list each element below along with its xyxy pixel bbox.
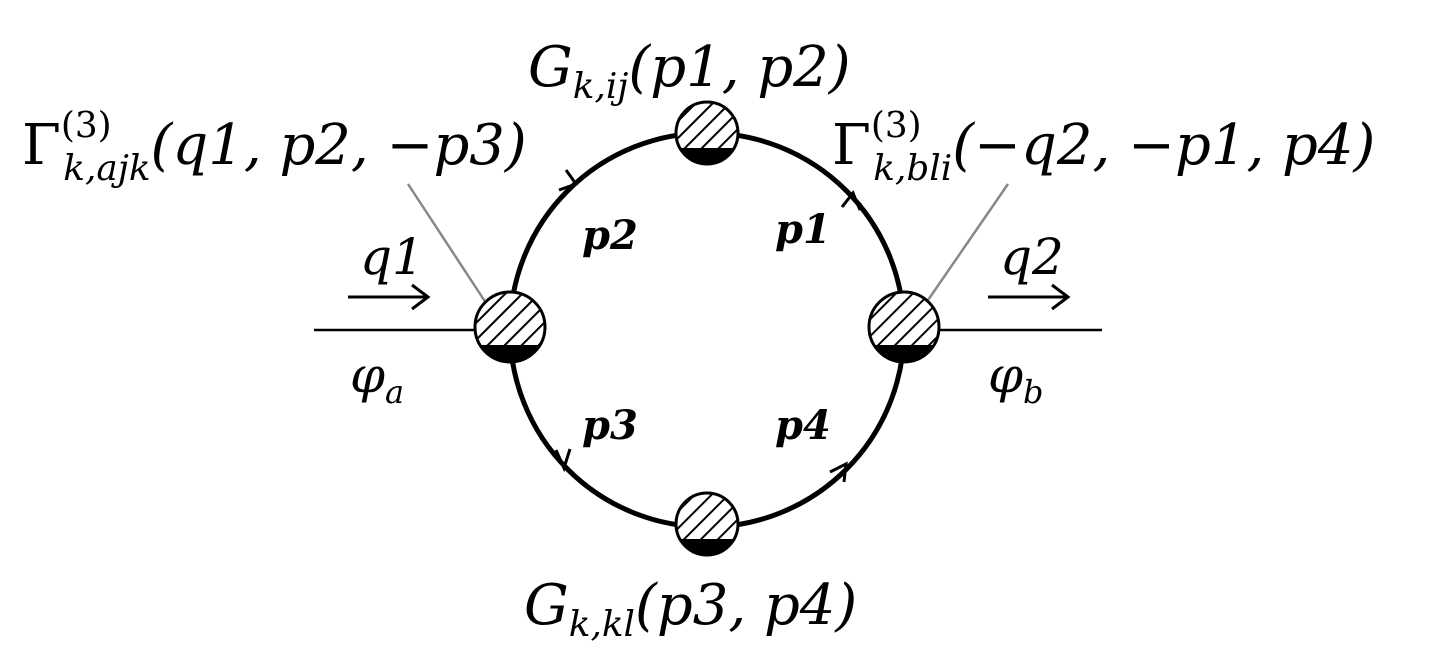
blob-right-vertex — [867, 290, 941, 364]
label-top-propagator: Gk,ij(p1, p2) — [528, 35, 851, 108]
arrow-p2 — [558, 169, 579, 192]
label-p3: p3 — [582, 402, 638, 449]
label-left-vertex: Γ(3)k,ajk(q1, p2, −p3) — [22, 105, 527, 190]
label-field-b: φb — [988, 346, 1044, 411]
leader-line-left — [406, 183, 488, 304]
label-q1: q1 — [360, 228, 424, 286]
label-p1: p1 — [775, 206, 831, 253]
arrow-q2 — [988, 283, 1071, 311]
label-bottom-propagator: Gk,kl(p3, p4) — [524, 573, 858, 646]
blob-left-vertex — [473, 290, 547, 364]
label-field-a: φa — [350, 346, 405, 411]
leader-line-right — [924, 183, 1010, 304]
blob-top-propagator — [674, 100, 740, 166]
label-p2: p2 — [582, 212, 638, 259]
arrow-p3 — [554, 448, 572, 473]
arrow-q1 — [348, 283, 431, 311]
arrow-p1 — [840, 190, 862, 211]
label-right-vertex: Γ(3)k,bli(−q2, −p1, p4) — [832, 105, 1376, 190]
arrow-p4 — [829, 461, 848, 483]
blob-bottom-propagator — [674, 491, 740, 557]
label-p4: p4 — [775, 402, 831, 449]
label-q2: q2 — [1000, 228, 1064, 286]
